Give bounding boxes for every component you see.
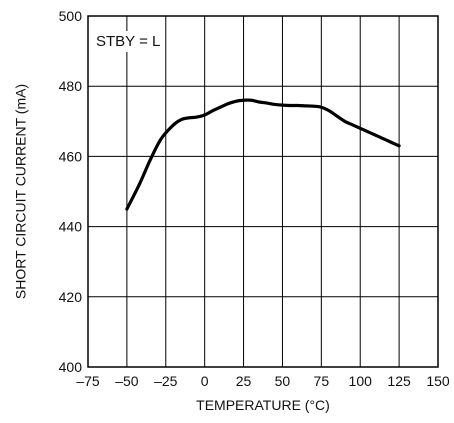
- grid-lines: [88, 16, 438, 367]
- y-tick-label: 440: [59, 219, 83, 235]
- x-tick-label: 25: [236, 373, 252, 389]
- x-tick-label: –50: [115, 373, 139, 389]
- y-axis-title: SHORT CIRCUIT CURRENT (mA): [13, 84, 29, 299]
- y-tick-labels: 400 420 440 460 480 500: [59, 8, 83, 375]
- x-tick-label: 125: [387, 373, 411, 389]
- x-tick-label: 150: [426, 373, 450, 389]
- x-axis-title: TEMPERATURE (°C): [196, 397, 330, 413]
- y-tick-label: 400: [59, 359, 83, 375]
- x-tick-labels: –75 –50 –25 0 25 50 75 100 125 150: [76, 373, 450, 389]
- x-tick-label: –75: [76, 373, 100, 389]
- y-tick-label: 480: [59, 78, 83, 94]
- series-line: [125, 98, 401, 211]
- y-tick-label: 420: [59, 289, 83, 305]
- x-tick-label: 0: [201, 373, 209, 389]
- x-tick-label: 50: [275, 373, 291, 389]
- y-tick-label: 500: [59, 8, 83, 24]
- annotation-background: [93, 31, 164, 52]
- annotation-stby: STBY = L: [96, 33, 160, 50]
- x-tick-label: –25: [154, 373, 178, 389]
- x-tick-label: 75: [314, 373, 330, 389]
- x-tick-label: 100: [349, 373, 373, 389]
- y-tick-label: 460: [59, 148, 83, 164]
- plot-frame: [87, 15, 439, 368]
